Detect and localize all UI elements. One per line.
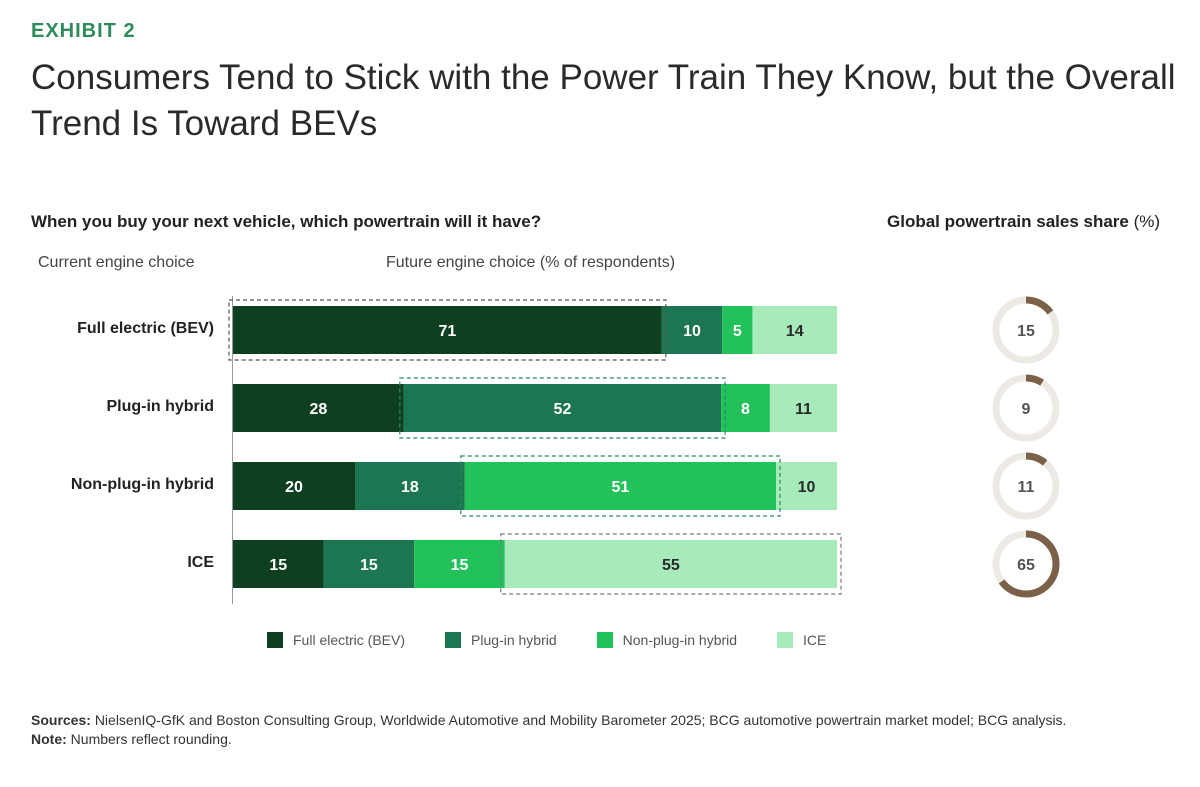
- highlight-box-phev: [399, 377, 726, 439]
- legend-item-phev: Plug-in hybrid: [445, 632, 557, 648]
- bar-label-hev-ice: 10: [798, 479, 816, 496]
- legend-item-ice: ICE: [777, 632, 826, 648]
- legend-label-bev: Full electric (BEV): [293, 632, 406, 648]
- bar-hev-ice: [775, 462, 837, 510]
- bar-hev-bev: [233, 462, 356, 510]
- bar-ice-bev: [233, 540, 324, 588]
- donut-arc-hev: [992, 452, 1060, 520]
- donut-arc-ice: [992, 530, 1060, 598]
- donut-arc-phev: [992, 374, 1060, 442]
- legend-item-hev: Non-plug-in hybrid: [596, 632, 738, 648]
- sales-share-unit: (%): [1133, 212, 1161, 231]
- page-title: Consumers Tend to Stick with the Power T…: [31, 58, 1176, 143]
- note-text: Numbers reflect rounding.: [70, 731, 232, 747]
- legend-label-phev: Plug-in hybrid: [471, 632, 557, 648]
- sources-label: Sources:: [31, 712, 91, 728]
- bar-label-ice-bev: 15: [269, 557, 287, 574]
- bar-label-bev-hev: 5: [733, 323, 742, 340]
- current-engine-label: Current engine choice: [38, 254, 195, 271]
- note-line: Note: Numbers reflect rounding.: [31, 730, 1181, 749]
- bar-label-bev-ice: 14: [786, 323, 804, 340]
- legend-label-hev: Non-plug-in hybrid: [622, 632, 738, 648]
- row-label-hev: Non-plug-in hybrid: [70, 476, 214, 493]
- bar-label-phev-hev: 8: [741, 401, 750, 418]
- sources-line: Sources: NielsenIQ-GfK and Boston Consul…: [31, 711, 1181, 730]
- legend-swatch-bev: [267, 632, 283, 648]
- bar-label-phev-bev: 28: [310, 401, 328, 418]
- highlight-box-hev: [460, 455, 781, 517]
- bar-ice-ice: [504, 540, 837, 588]
- bar-ice-phev: [323, 540, 415, 588]
- legend-swatch-ice: [777, 632, 794, 648]
- future-engine-label: Future engine choice (% of respondents): [386, 254, 676, 271]
- bar-ice-hev: [414, 540, 505, 588]
- row-label-ice: ICE: [187, 554, 214, 571]
- bar-phev-phev: [403, 384, 722, 432]
- bar-label-bev-bev: 71: [439, 323, 457, 340]
- donut-value-phev: 9: [1022, 401, 1031, 418]
- bar-label-hev-hev: 51: [612, 479, 630, 496]
- highlight-box-ice: [500, 533, 842, 595]
- bar-bev-phev: [661, 306, 723, 354]
- highlight-box-bev: [228, 299, 667, 361]
- bar-label-bev-phev: 10: [683, 323, 701, 340]
- bar-label-phev-phev: 52: [554, 401, 572, 418]
- sources-text: NielsenIQ-GfK and Boston Consulting Grou…: [94, 712, 1067, 728]
- bar-bev-bev: [233, 306, 662, 354]
- legend: Full electric (BEV) Plug-in hybrid Non-p…: [267, 632, 866, 648]
- survey-question: When you buy your next vehicle, which po…: [31, 212, 542, 231]
- donut-arc-bev: [992, 296, 1060, 364]
- sales-share-title: Global powertrain sales share (%): [887, 212, 1160, 232]
- bar-label-ice-phev: 15: [360, 557, 378, 574]
- row-label-phev: Plug-in hybrid: [106, 398, 214, 415]
- bar-bev-ice: [752, 306, 837, 354]
- bar-bev-hev: [722, 306, 753, 354]
- legend-item-bev: Full electric (BEV): [267, 632, 405, 648]
- bar-phev-bev: [233, 384, 404, 432]
- legend-swatch-phev: [445, 632, 462, 648]
- donut-value-bev: 15: [1017, 323, 1035, 340]
- donut-value-hev: 11: [1018, 479, 1035, 496]
- bar-label-hev-phev: 18: [401, 479, 419, 496]
- bar-label-ice-hev: 15: [451, 557, 469, 574]
- donut-value-ice: 65: [1017, 557, 1035, 574]
- legend-swatch-hev: [596, 632, 613, 648]
- row-label-bev: Full electric (BEV): [77, 320, 214, 337]
- exhibit-label: EXHIBIT 2: [31, 20, 136, 42]
- bar-label-hev-bev: 20: [285, 479, 303, 496]
- bar-phev-hev: [721, 384, 770, 432]
- bar-hev-phev: [355, 462, 465, 510]
- bar-label-ice-ice: 55: [662, 557, 680, 574]
- sales-share-title-text: Global powertrain sales share: [887, 212, 1129, 231]
- bar-phev-ice: [769, 384, 837, 432]
- sources-note: Sources: NielsenIQ-GfK and Boston Consul…: [31, 711, 1181, 749]
- note-label: Note:: [31, 731, 67, 747]
- bar-label-phev-ice: 11: [795, 401, 812, 418]
- bar-hev-hev: [464, 462, 776, 510]
- y-axis-line: [232, 296, 233, 604]
- legend-label-ice: ICE: [803, 632, 827, 648]
